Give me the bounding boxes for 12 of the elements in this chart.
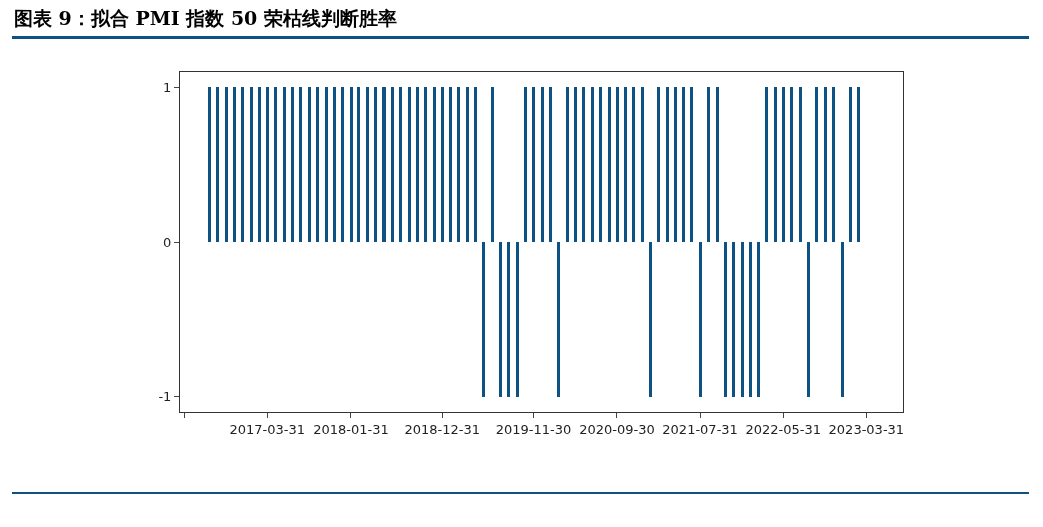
x-tick-label: 2018-01-31 [313,421,389,437]
x-tick-label: 2022-05-31 [745,421,822,437]
y-tick-label: 0 [163,234,172,250]
x-tick-label: 2023-03-31 [828,421,905,437]
chart-title: 图表 9：拟合 PMI 指数 50 荣枯线判断胜率 [14,6,397,31]
x-tick-label: 2018-12-31 [404,421,481,437]
x-tick-label: 2019-11-30 [495,421,572,437]
x-tick-label: 2020-09-30 [579,421,655,437]
x-tick-label: 2021-07-31 [662,421,738,437]
y-tick-label: -1 [158,389,172,405]
y-tick-label: 1 [163,80,172,95]
x-tick-label: 2017-03-31 [229,421,306,437]
